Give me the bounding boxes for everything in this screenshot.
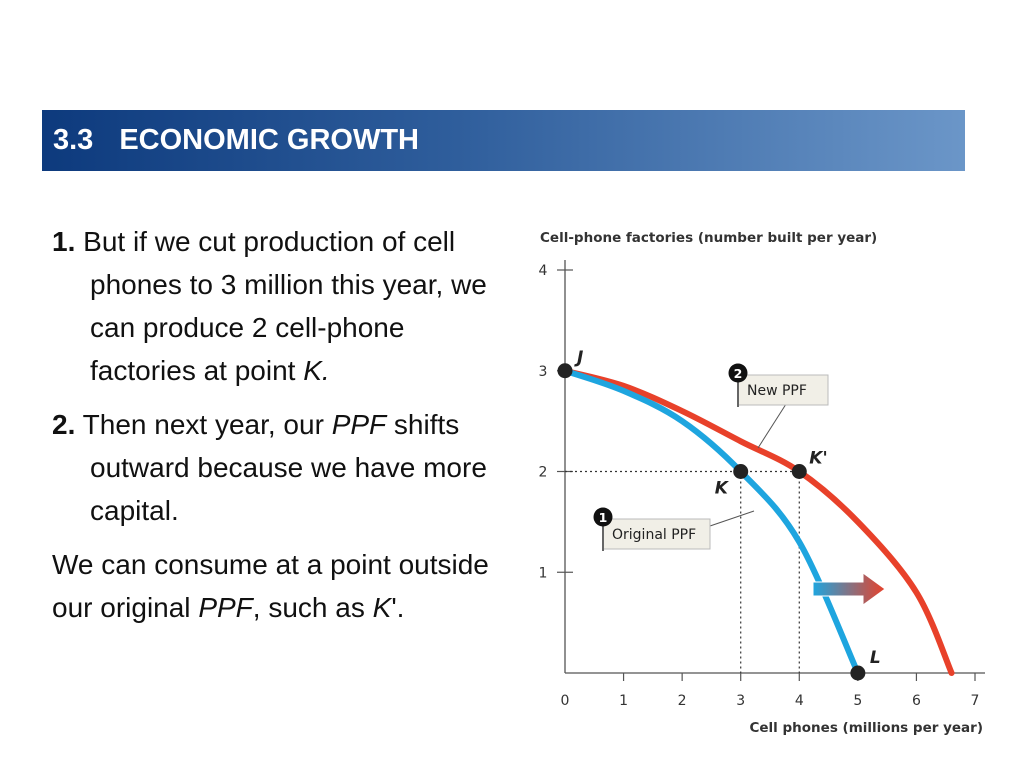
x-tick-label: 2 xyxy=(678,693,687,709)
original-ppf-number: 1 xyxy=(599,510,608,525)
point-1-text: But if we cut production of cell phones … xyxy=(83,226,487,386)
y-axis-label: Cell-phone factories (number built per y… xyxy=(540,230,877,246)
x-axis-label: Cell phones (millions per year) xyxy=(749,720,983,736)
conclusion-text: We can consume at a point outside our or… xyxy=(52,549,489,623)
point-k xyxy=(733,464,749,479)
body-text: 1. But if we cut production of cell phon… xyxy=(52,220,492,629)
section-title: ECONOMIC GROWTH xyxy=(119,124,419,156)
x-tick-label: 4 xyxy=(795,693,804,709)
x-tick-label: 6 xyxy=(912,693,921,709)
ppf-chart-svg: 1 2 3 4 0 1 2 3 4 5 6 7 Cell-phone factories (number… xyxy=(539,230,985,736)
point-2-italic: PPF xyxy=(331,409,387,440)
point-2: 2. Then next year, our PPF shifts outwar… xyxy=(52,403,492,532)
conclusion-mid: , such as xyxy=(252,592,373,623)
point-label-k: K xyxy=(715,479,730,499)
point-1-end: . xyxy=(321,355,330,386)
point-label-j: J xyxy=(574,348,583,368)
point-j xyxy=(557,363,573,379)
new-ppf-number: 2 xyxy=(734,366,743,381)
point-1: 1. But if we cut production of cell phon… xyxy=(52,220,492,392)
point-1-number: 1. xyxy=(52,226,76,257)
title-bar: 3.3 ECONOMIC GROWTH xyxy=(42,110,965,171)
point-k-prime xyxy=(791,464,807,479)
new-ppf-curve xyxy=(562,367,955,676)
y-tick-label: 3 xyxy=(539,364,548,380)
shift-arrow xyxy=(812,572,886,606)
x-tick-label: 5 xyxy=(853,693,862,709)
section-number: 3.3 xyxy=(53,124,94,156)
new-ppf-label: New PPF xyxy=(747,383,807,399)
original-ppf-leader-line xyxy=(709,510,755,527)
y-tick-label: 2 xyxy=(539,465,548,481)
new-ppf-number-badge xyxy=(728,363,748,383)
conclusion-italic-2: K xyxy=(372,592,392,623)
point-2-end: shifts outward because we have more capi… xyxy=(90,409,487,526)
point-l xyxy=(850,665,866,681)
point-1-italic: K xyxy=(303,355,322,386)
conclusion-end: '. xyxy=(391,592,405,623)
y-tick-label: 1 xyxy=(539,565,548,581)
x-tick-label: 7 xyxy=(971,693,980,709)
original-ppf-label-box xyxy=(602,518,711,550)
point-2-number: 2. xyxy=(52,409,76,440)
conclusion-paragraph: We can consume at a point outside our or… xyxy=(52,543,492,629)
point-label-k-prime: K' xyxy=(809,449,827,469)
x-tick-label: 0 xyxy=(561,693,570,709)
point-2-text: Then next year, our xyxy=(82,409,332,440)
x-tick-label: 1 xyxy=(619,693,628,709)
point-label-l: L xyxy=(870,648,881,668)
x-tick-label: 3 xyxy=(736,693,745,709)
original-ppf-curve xyxy=(562,367,861,676)
conclusion-italic-1: PPF xyxy=(198,592,253,623)
new-ppf-label-box xyxy=(737,374,829,406)
original-ppf-label: Original PPF xyxy=(612,527,696,543)
original-ppf-number-badge xyxy=(593,507,613,527)
y-tick-label: 4 xyxy=(539,263,548,279)
ppf-chart: 1 2 3 4 0 1 2 3 4 5 6 7 Cell-phone factories (number… xyxy=(520,215,1000,745)
